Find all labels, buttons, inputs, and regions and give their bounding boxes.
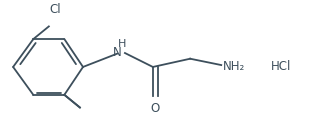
Text: Cl: Cl <box>49 3 61 16</box>
Text: NH₂: NH₂ <box>223 60 245 73</box>
Text: O: O <box>151 102 160 115</box>
Text: N: N <box>113 46 122 59</box>
Text: HCl: HCl <box>271 60 291 73</box>
Text: H: H <box>118 39 126 49</box>
